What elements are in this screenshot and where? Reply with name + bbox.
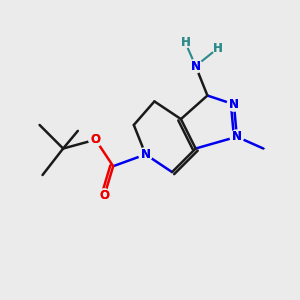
- Text: N: N: [141, 148, 151, 161]
- Text: H: H: [180, 36, 190, 49]
- Text: N: N: [229, 98, 239, 111]
- Text: O: O: [91, 133, 100, 146]
- Text: O: O: [99, 189, 110, 202]
- Circle shape: [139, 148, 152, 161]
- Text: methyl: methyl: [261, 148, 266, 149]
- Text: H: H: [213, 42, 223, 55]
- Text: N: N: [190, 60, 201, 73]
- Text: N: N: [232, 130, 242, 143]
- Text: N: N: [232, 130, 242, 143]
- Circle shape: [227, 98, 241, 111]
- Circle shape: [212, 43, 223, 54]
- Circle shape: [180, 37, 190, 48]
- Circle shape: [189, 59, 202, 73]
- Circle shape: [98, 189, 111, 202]
- Text: O: O: [99, 189, 110, 202]
- Circle shape: [89, 133, 102, 146]
- Circle shape: [230, 130, 244, 143]
- Text: O: O: [91, 133, 100, 146]
- Text: N: N: [190, 60, 201, 73]
- Text: H: H: [213, 42, 223, 55]
- Text: H: H: [180, 36, 190, 49]
- Text: N: N: [141, 148, 151, 161]
- Text: N: N: [229, 98, 239, 111]
